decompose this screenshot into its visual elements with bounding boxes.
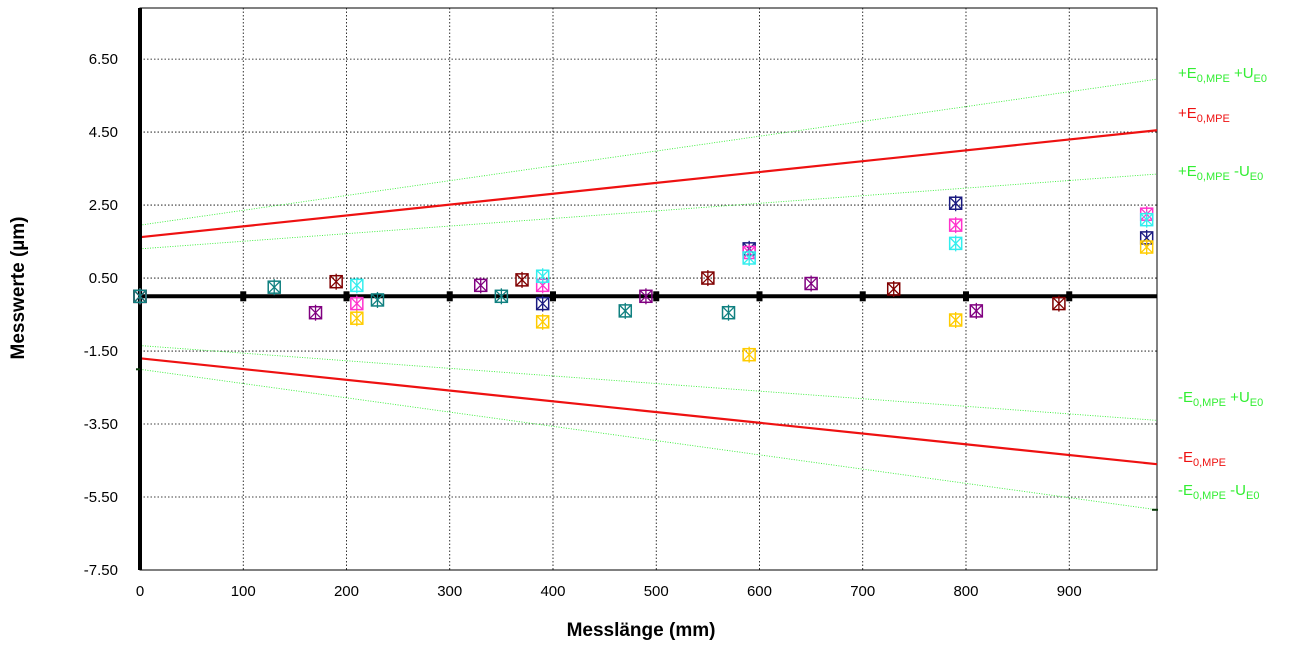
x-axis-title: Messlänge (mm) — [567, 620, 716, 641]
y-axis-title: Messwerte (µm) — [8, 217, 29, 360]
data-point — [1052, 295, 1066, 312]
plot-frame — [139, 7, 1158, 571]
zero-axis-tick — [549, 291, 556, 302]
zero-axis-tick — [962, 291, 969, 302]
data-point — [969, 302, 984, 319]
data-point — [473, 277, 488, 294]
data-point — [1139, 211, 1154, 228]
data-point — [515, 271, 529, 288]
x-tick-label: 900 — [1057, 583, 1082, 600]
x-tick-label: 100 — [231, 583, 256, 600]
data-point — [350, 295, 364, 312]
limit-line — [139, 78, 1158, 226]
limit-line — [139, 368, 1158, 511]
data-point — [267, 279, 281, 296]
zero-axis-tick — [756, 291, 763, 302]
limit-label: -E0,MPE +UE0 — [1178, 389, 1263, 409]
grid — [139, 7, 1158, 571]
x-tick-label: 800 — [953, 583, 978, 600]
y-tick-label: -1.50 — [84, 343, 118, 360]
data-point — [804, 275, 818, 292]
limit-line — [139, 173, 1158, 250]
data-point — [721, 304, 736, 321]
data-point — [308, 304, 323, 321]
zero-axis-tick — [653, 291, 660, 302]
y-tick-label: -3.50 — [84, 416, 118, 433]
data-point — [350, 310, 364, 327]
tick-labels: 0 100 200 300 400 500 600 700 800 900 6.50 4.50 2.50… — [84, 51, 1082, 600]
limit-line — [139, 357, 1158, 466]
y-tick-label: -5.50 — [84, 489, 118, 506]
x-tick-label: 200 — [334, 583, 359, 600]
data-point — [535, 313, 550, 330]
zero-axis-tick — [343, 291, 350, 302]
x-tick-label: 500 — [644, 583, 669, 600]
data-point — [742, 249, 756, 266]
limit-line — [139, 129, 1158, 239]
data-point — [370, 291, 385, 308]
data-point — [886, 281, 901, 297]
y-tick-label: 0.50 — [89, 270, 118, 287]
data-point — [948, 195, 963, 212]
data-point — [133, 288, 147, 305]
limit-label: +E0,MPE — [1178, 105, 1230, 125]
data-point — [1139, 239, 1154, 256]
data-markers — [133, 195, 1154, 363]
limit-labels: +E0,MPE +UE0 +E0,MPE +E0,MPE -UE0 -E0,MPE +… — [1178, 65, 1267, 502]
y-tick-label: 2.50 — [89, 197, 118, 214]
data-point — [701, 270, 715, 287]
data-point — [535, 268, 550, 285]
data-point — [329, 273, 343, 290]
y-tick-label: 6.50 — [89, 51, 118, 68]
zero-axis-tick — [240, 291, 247, 302]
data-point — [494, 288, 509, 305]
limit-label: -E0,MPE — [1178, 449, 1226, 469]
zero-line — [136, 8, 1158, 570]
limit-label: -E0,MPE -UE0 — [1178, 482, 1259, 502]
zero-axis-tick — [859, 291, 866, 302]
zero-axis-tick — [446, 291, 453, 302]
x-tick-label: 400 — [540, 583, 565, 600]
data-point — [948, 235, 963, 252]
x-tick-label: 600 — [747, 583, 772, 600]
zero-axis-tick — [1066, 291, 1073, 302]
data-point — [742, 346, 756, 363]
limit-line — [139, 345, 1158, 421]
data-point — [639, 288, 653, 305]
data-point — [618, 302, 633, 319]
data-point — [535, 295, 550, 312]
data-point — [948, 312, 963, 329]
limit-label: +E0,MPE +UE0 — [1178, 65, 1267, 85]
y-tick-label: 4.50 — [89, 124, 118, 141]
x-tick-label: 0 — [136, 583, 144, 600]
y-tick-label: -7.50 — [84, 562, 118, 579]
x-tick-label: 300 — [437, 583, 462, 600]
data-point — [350, 277, 364, 294]
x-tick-label: 700 — [850, 583, 875, 600]
limit-lines — [139, 78, 1158, 511]
data-point — [948, 217, 963, 234]
limit-label: +E0,MPE -UE0 — [1178, 163, 1263, 183]
